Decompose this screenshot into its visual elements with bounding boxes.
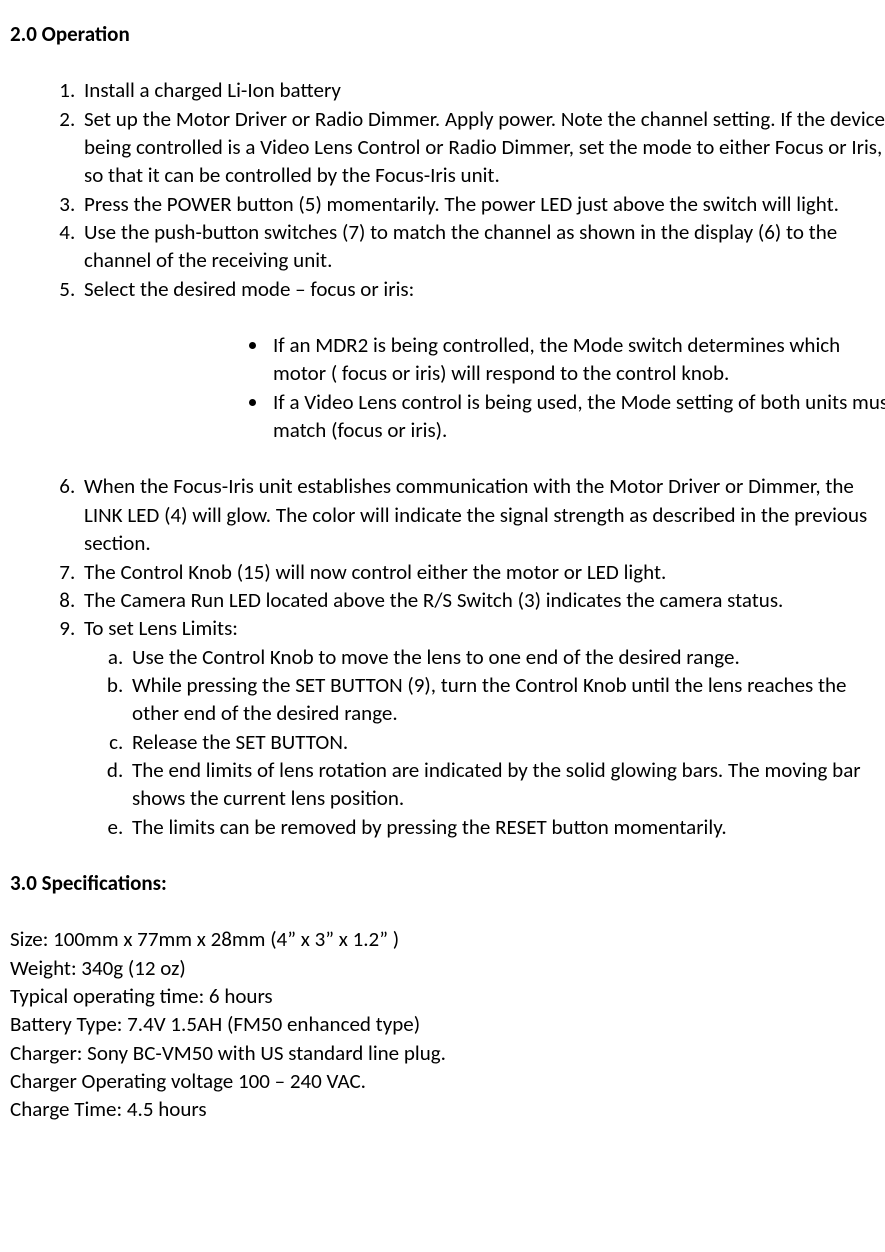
- spec-size: Size: 100mm x 77mm x 28mm (4” x 3” x 1.2…: [10, 925, 885, 953]
- lens-limit-e: The limits can be removed by pressing th…: [128, 813, 885, 841]
- spec-battery: Battery Type: 7.4V 1.5AH (FM50 enhanced …: [10, 1010, 885, 1038]
- lens-limit-b: While pressing the SET BUTTON (9), turn …: [128, 671, 885, 728]
- op-item-9-text: To set Lens Limits:: [84, 615, 238, 641]
- mode-bullet-b: If a Video Lens control is being used, t…: [269, 388, 885, 445]
- op-item-3: Press the POWER button (5) momentarily. …: [80, 190, 885, 218]
- specs-heading: 3.0 Specifications:: [10, 869, 885, 897]
- op-item-7: The Control Knob (15) will now control e…: [80, 558, 885, 586]
- mode-bullet-a: If an MDR2 is being controlled, the Mode…: [269, 331, 885, 388]
- op-item-4: Use the push-button switches (7) to matc…: [80, 218, 885, 275]
- operation-list: Install a charged Li-Ion battery Set up …: [10, 76, 885, 841]
- op-item-6: When the Focus-Iris unit establishes com…: [80, 472, 885, 557]
- operation-heading: 2.0 Operation: [10, 20, 885, 48]
- lens-limit-c: Release the SET BUTTON.: [128, 728, 885, 756]
- op-item-8: The Camera Run LED located above the R/S…: [80, 586, 885, 614]
- spec-optime: Typical operating time: 6 hours: [10, 982, 885, 1010]
- spec-chargetime: Charge Time: 4.5 hours: [10, 1095, 885, 1123]
- lens-limit-a: Use the Control Knob to move the lens to…: [128, 643, 885, 671]
- op-item-5-text: Select the desired mode – focus or iris:: [84, 276, 414, 302]
- lens-limit-d: The end limits of lens rotation are indi…: [128, 756, 885, 813]
- lens-limits-list: Use the Control Knob to move the lens to…: [84, 643, 885, 841]
- op-item-1: Install a charged Li-Ion battery: [80, 76, 885, 104]
- op-item-2: Set up the Motor Driver or Radio Dimmer.…: [80, 105, 885, 190]
- op-item-5: Select the desired mode – focus or iris:…: [80, 275, 885, 445]
- spec-charger: Charger: Sony BC-VM50 with US standard l…: [10, 1039, 885, 1067]
- specs-block: Size: 100mm x 77mm x 28mm (4” x 3” x 1.2…: [10, 925, 885, 1123]
- mode-bullet-list: If an MDR2 is being controlled, the Mode…: [84, 331, 885, 444]
- spec-voltage: Charger Operating voltage 100 – 240 VAC.: [10, 1067, 885, 1095]
- op-item-9: To set Lens Limits: Use the Control Knob…: [80, 614, 885, 841]
- spec-weight: Weight: 340g (12 oz): [10, 954, 885, 982]
